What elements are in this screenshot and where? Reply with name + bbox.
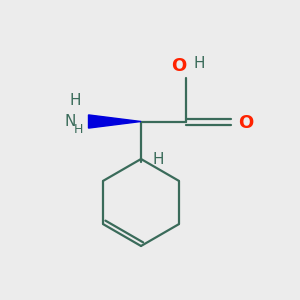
Text: H: H	[74, 122, 84, 136]
Text: O: O	[238, 114, 254, 132]
Text: N: N	[65, 114, 76, 129]
Text: H: H	[69, 93, 81, 108]
Text: H: H	[152, 152, 164, 166]
Text: O: O	[171, 57, 186, 75]
Text: H: H	[194, 56, 205, 70]
Polygon shape	[88, 115, 141, 128]
